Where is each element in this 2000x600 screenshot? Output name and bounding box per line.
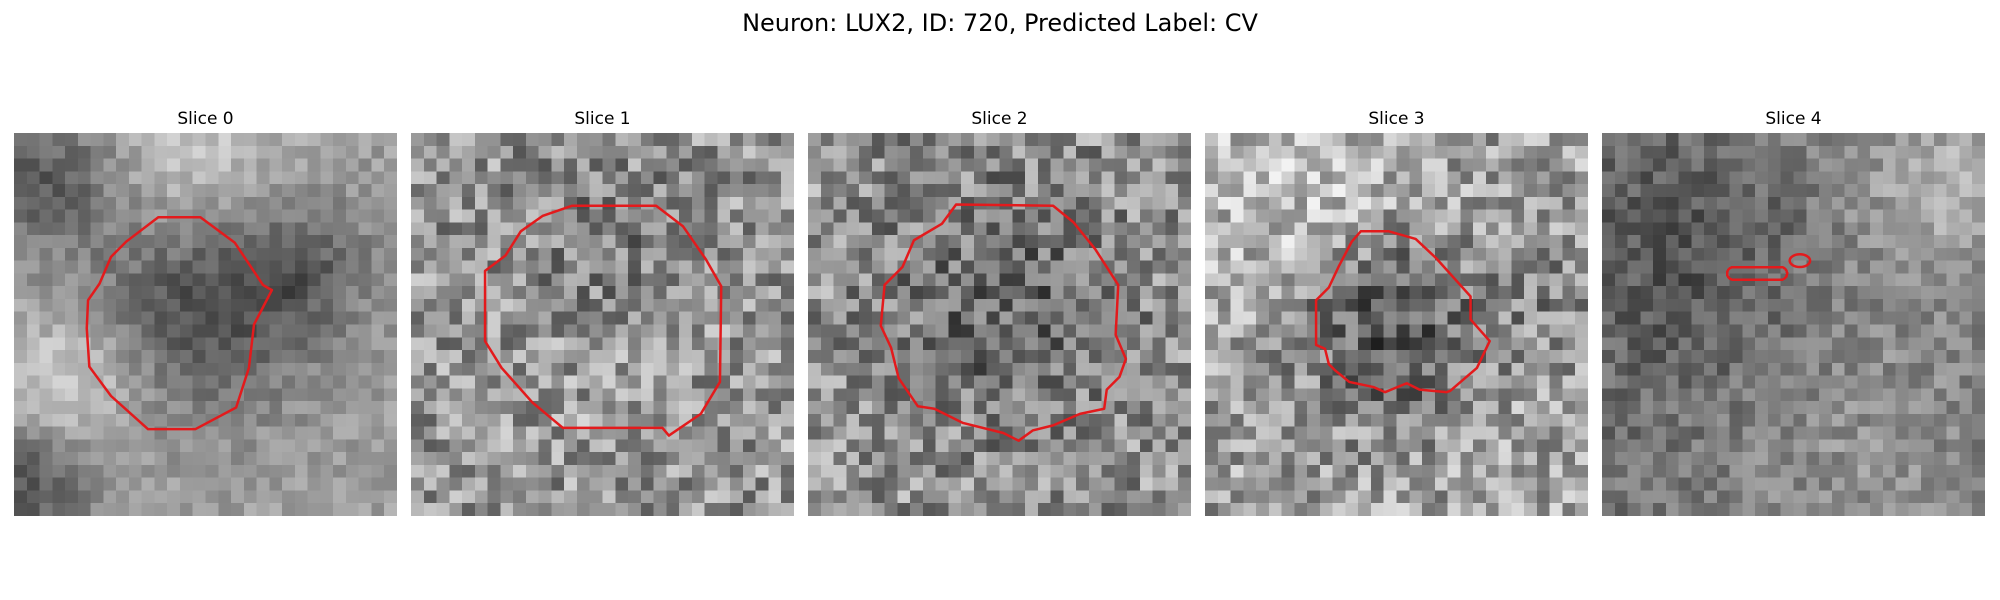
roi-contour-0 xyxy=(87,217,272,429)
slice-panel-4: Slice 4 xyxy=(1602,108,1985,516)
slice-title-3: Slice 3 xyxy=(1368,109,1425,129)
slice-panel-3: Slice 3 xyxy=(1205,108,1588,516)
roi-contour-2 xyxy=(881,204,1126,440)
slice-panel-2: Slice 2 xyxy=(808,108,1191,516)
slice-title-2: Slice 2 xyxy=(971,109,1028,129)
roi-contour-1 xyxy=(485,206,721,436)
slice-image-3 xyxy=(1205,133,1588,516)
slice-image-2 xyxy=(808,133,1191,516)
roi-contour-4a xyxy=(1727,267,1787,280)
slice-image-1 xyxy=(411,133,794,516)
slice-title-0: Slice 0 xyxy=(177,109,234,129)
slice-image-0 xyxy=(14,133,397,516)
roi-contour-4b xyxy=(1790,254,1810,267)
slice-title-1: Slice 1 xyxy=(574,109,631,129)
slice-panel-0: Slice 0 xyxy=(14,108,397,516)
slice-panel-1: Slice 1 xyxy=(411,108,794,516)
figure-title: Neuron: LUX2, ID: 720, Predicted Label: … xyxy=(742,9,1258,37)
slice-title-4: Slice 4 xyxy=(1765,109,1822,129)
roi-contour-3 xyxy=(1316,231,1490,392)
slice-image-4 xyxy=(1602,133,1985,516)
